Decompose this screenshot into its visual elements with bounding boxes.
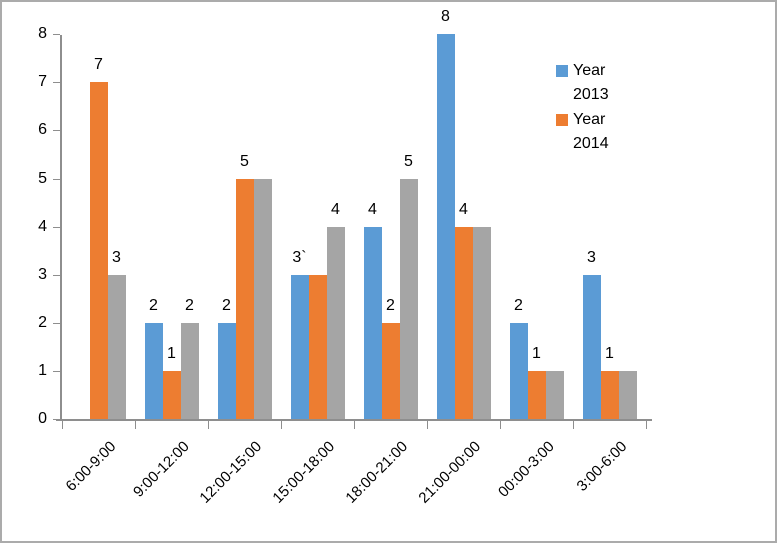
data-label: 3` <box>292 248 307 266</box>
data-label: 7 <box>94 56 103 74</box>
legend-swatch <box>556 114 568 126</box>
bar-year-2013-cat-3 <box>290 274 309 419</box>
y-tick-label: 2 <box>38 313 47 331</box>
data-label: 8 <box>441 8 450 26</box>
y-tick-label: 7 <box>38 73 47 91</box>
bar-year-2014-cat-7 <box>600 370 619 419</box>
x-category-label: 18:00-21:00 <box>342 438 412 507</box>
legend-item-year-2013: Year 2013 <box>556 59 623 107</box>
y-tick <box>53 370 60 372</box>
bar-year-2014-cat-1 <box>162 370 181 419</box>
data-label: 2 <box>149 296 158 314</box>
y-tick <box>53 274 60 276</box>
data-label: 4 <box>331 200 340 218</box>
x-category-label: 00:00-3:00 <box>494 438 558 501</box>
x-tick <box>646 421 647 429</box>
data-label: 3 <box>112 248 121 266</box>
x-tick <box>208 421 209 429</box>
data-label: 1 <box>605 344 614 362</box>
y-tick <box>53 130 60 132</box>
y-tick-label: 3 <box>38 265 47 283</box>
bar-series-2-cat-5 <box>472 226 491 419</box>
legend-label: Year 2014 <box>573 111 609 152</box>
x-tick <box>573 421 574 429</box>
y-tick-label: 0 <box>38 410 47 427</box>
x-axis-line <box>56 419 652 421</box>
bar-year-2013-cat-6 <box>509 322 528 419</box>
y-tick-label: 6 <box>38 121 47 139</box>
legend-item-year-2014: Year 2014 <box>556 108 623 156</box>
bar-year-2013-cat-1 <box>144 322 163 419</box>
data-label: 4 <box>459 200 468 218</box>
x-category-label: 12:00-15:00 <box>196 438 266 507</box>
y-tick <box>53 322 60 324</box>
data-label: 1 <box>532 344 541 362</box>
bar-series-2-cat-6 <box>545 370 564 419</box>
x-tick <box>427 421 428 429</box>
y-tick <box>53 419 60 420</box>
bar-series-2-cat-4 <box>399 178 418 419</box>
y-tick-label: 5 <box>38 169 47 187</box>
data-label: 3 <box>587 248 596 266</box>
y-tick-label: 8 <box>38 25 47 43</box>
legend-label: Year 2013 <box>573 62 609 103</box>
y-tick-label: 4 <box>38 217 47 235</box>
y-tick <box>53 82 60 84</box>
data-label: 2 <box>514 296 523 314</box>
x-category-label: 15:00-18:00 <box>269 438 339 507</box>
x-tick <box>281 421 282 429</box>
data-label: 2 <box>222 296 231 314</box>
bar-year-2014-cat-3 <box>308 274 327 419</box>
data-label: 5 <box>404 152 413 170</box>
bar-year-2013-cat-7 <box>582 274 601 419</box>
x-category-label: 21:00-00:00 <box>415 438 485 507</box>
bar-year-2014-cat-4 <box>381 322 400 419</box>
x-tick <box>62 421 63 429</box>
data-label: 5 <box>240 152 249 170</box>
x-category-label: 6:00-9:00 <box>62 438 120 495</box>
bar-series-2-cat-1 <box>180 322 199 419</box>
x-tick <box>135 421 136 429</box>
y-tick <box>53 178 60 180</box>
bar-series-2-cat-7 <box>618 370 637 419</box>
y-tick-label: 1 <box>38 361 47 379</box>
y-tick <box>53 226 60 228</box>
bar-series-2-cat-0 <box>107 274 126 419</box>
bar-year-2014-cat-6 <box>527 370 546 419</box>
legend-swatch <box>556 65 568 77</box>
data-label: 2 <box>185 296 194 314</box>
bar-year-2014-cat-0 <box>89 82 108 419</box>
bar-series-2-cat-2 <box>253 178 272 419</box>
chart-legend: Year 2013 Year 2014 <box>556 59 623 157</box>
x-category-label: 3:00-6:00 <box>573 438 631 495</box>
data-label: 1 <box>167 344 176 362</box>
data-label: 2 <box>386 296 395 314</box>
data-label: 4 <box>368 200 377 218</box>
y-axis-line <box>60 35 62 421</box>
y-tick <box>53 34 60 36</box>
bar-year-2013-cat-2 <box>217 322 236 419</box>
bar-year-2014-cat-2 <box>235 178 254 419</box>
bar-series-2-cat-3 <box>326 226 345 419</box>
x-tick <box>500 421 501 429</box>
bar-year-2013-cat-4 <box>363 226 382 419</box>
x-tick <box>354 421 355 429</box>
x-category-label: 9:00-12:00 <box>129 438 193 501</box>
bar-year-2014-cat-5 <box>454 226 473 419</box>
bar-year-2013-cat-5 <box>436 34 455 419</box>
